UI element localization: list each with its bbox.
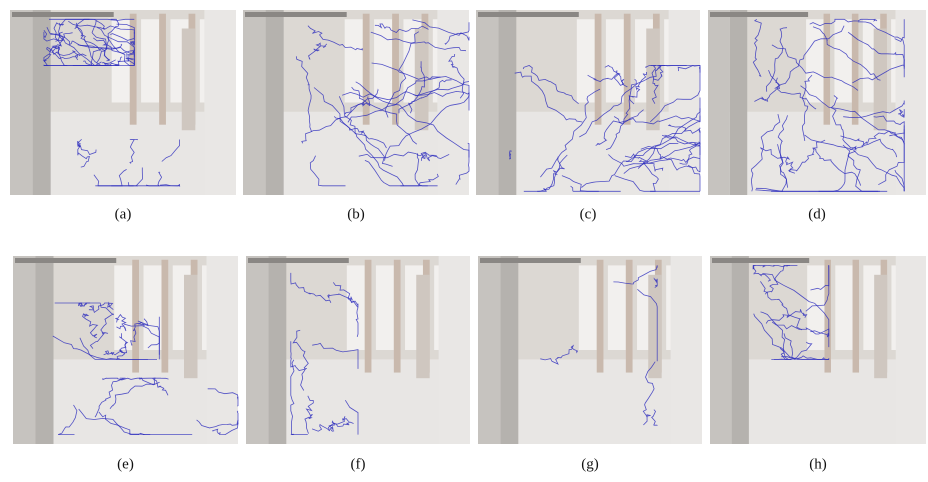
panel-label: (h) (809, 456, 827, 472)
panel-label: (c) (580, 206, 597, 222)
panel (243, 10, 469, 195)
window (347, 265, 365, 350)
door (874, 29, 887, 131)
wall-right (439, 256, 470, 444)
timestamp (480, 258, 581, 263)
timestamp (12, 12, 114, 17)
panel-label: (g) (581, 456, 599, 472)
wall-right (204, 10, 236, 195)
window (579, 265, 597, 350)
window (114, 265, 132, 350)
timestamp (710, 12, 808, 17)
window (608, 265, 626, 350)
door (182, 29, 196, 131)
wall-left (708, 10, 730, 195)
window (834, 19, 851, 102)
wall-left (710, 256, 732, 444)
panel-label: (a) (115, 206, 132, 222)
window-frame (132, 260, 139, 373)
panel (476, 10, 700, 195)
wall-right (895, 10, 926, 195)
window (376, 265, 394, 350)
timestamp (478, 12, 579, 17)
window (141, 19, 159, 102)
door (415, 29, 429, 131)
wall-left (476, 10, 498, 195)
window (144, 265, 162, 350)
timestamp (248, 258, 349, 263)
wall-left (10, 10, 33, 195)
wall-left (478, 256, 500, 444)
panel-label: (f) (351, 456, 366, 472)
pillar (730, 10, 747, 195)
panel (246, 256, 470, 444)
wall-left (246, 256, 268, 444)
window-frame (394, 260, 401, 373)
panel-label: (d) (808, 206, 826, 222)
door (416, 275, 429, 378)
pillar (266, 10, 284, 195)
pillar (500, 256, 518, 444)
wall-right (896, 256, 926, 444)
window-frame (597, 260, 604, 373)
window-frame (162, 260, 169, 373)
window (835, 265, 852, 350)
pillar (36, 256, 54, 444)
pillar (732, 256, 749, 444)
timestamp (712, 258, 809, 263)
window (606, 19, 624, 102)
wall-right (207, 256, 239, 444)
panel-label: (b) (347, 206, 365, 222)
window-frame (824, 14, 831, 125)
window-frame (852, 14, 859, 125)
window (374, 19, 392, 102)
panel (708, 10, 926, 195)
pillar (33, 10, 51, 195)
window-frame (595, 14, 602, 125)
panel (710, 256, 926, 444)
pillar (268, 256, 286, 444)
panel-label: (e) (117, 456, 134, 472)
window-frame (626, 260, 633, 373)
wall-right (671, 256, 702, 444)
panel (478, 256, 702, 444)
door (874, 275, 887, 378)
door (184, 275, 198, 378)
panel (10, 10, 236, 195)
window-frame (853, 260, 859, 373)
window-frame (159, 14, 166, 125)
window (577, 19, 595, 102)
window (806, 19, 823, 102)
timestamp (245, 12, 347, 17)
pillar (498, 10, 516, 195)
timestamp (15, 258, 116, 263)
panel (13, 256, 238, 444)
figure: (a) (b) (c) (d) (e) (f) (g) (h) (0, 0, 928, 477)
window-frame (130, 14, 137, 125)
window-frame (363, 14, 370, 125)
wall-left (243, 10, 266, 195)
window-frame (365, 260, 372, 373)
wall-left (13, 256, 36, 444)
window-frame (824, 260, 830, 373)
